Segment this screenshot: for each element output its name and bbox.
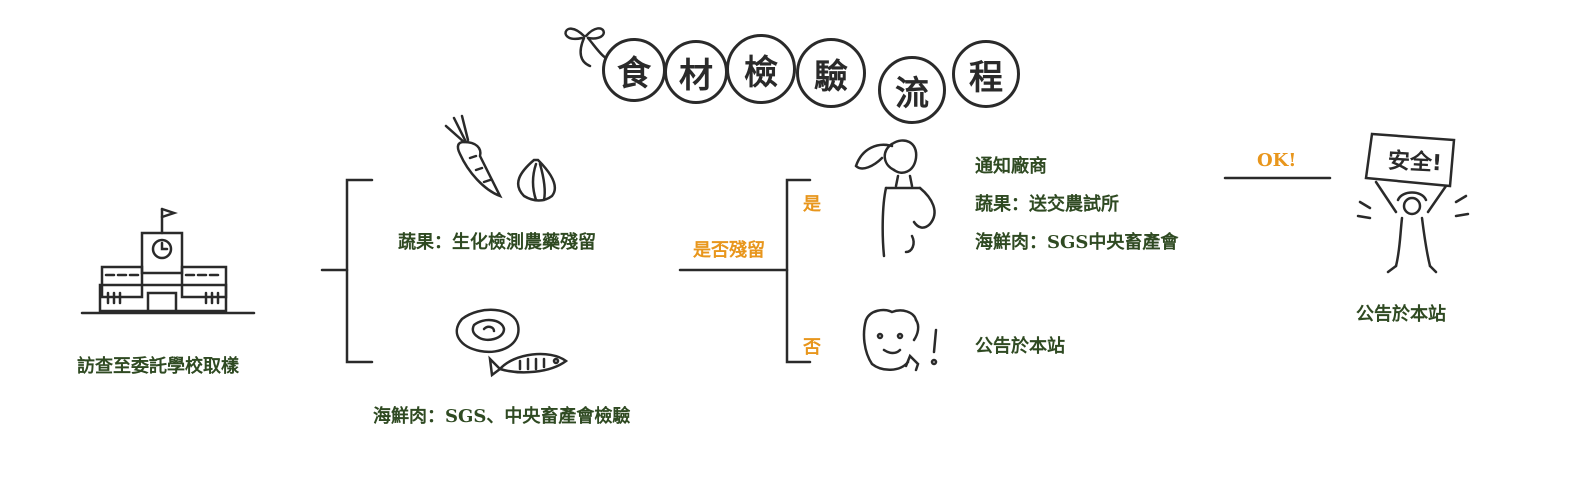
page-title: 食 材 檢 驗 流 程 bbox=[556, 10, 1036, 124]
start-label: 訪查至委託學校取樣 bbox=[77, 356, 239, 377]
title-char-4: 驗 bbox=[796, 38, 866, 108]
final-label: 公告於本站 bbox=[1356, 304, 1446, 325]
title-char-3: 檢 bbox=[726, 34, 796, 104]
safe-sign-text: 安全! bbox=[1387, 148, 1443, 177]
person-holding-safe-sign-icon: 安全! bbox=[1352, 126, 1472, 276]
thinking-person-icon bbox=[854, 139, 936, 258]
announce-no-label: 公告於本站 bbox=[975, 336, 1065, 357]
decision-label: 是否殘留 bbox=[693, 240, 765, 261]
veg-label: 蔬果：生化檢測農藥殘留 bbox=[398, 232, 596, 253]
notify-line-2: 蔬果：送交農試所 bbox=[975, 194, 1119, 215]
title-char-5: 流 bbox=[878, 56, 946, 124]
title-char-6: 程 bbox=[952, 40, 1020, 108]
notify-line-3: 海鮮肉：SGS中央畜產會 bbox=[975, 232, 1179, 253]
sample-bracket bbox=[345, 178, 374, 364]
school-building-icon bbox=[80, 207, 256, 315]
meat-fish-icon bbox=[455, 308, 569, 378]
title-char-2: 材 bbox=[664, 40, 728, 104]
seafood-label: 海鮮肉：SGS、中央畜產會檢驗 bbox=[373, 406, 631, 427]
ok-label: OK! bbox=[1257, 150, 1297, 171]
surprised-face-icon bbox=[862, 308, 938, 372]
no-label: 否 bbox=[803, 337, 821, 358]
decision-bracket bbox=[785, 178, 812, 364]
notify-line-1: 通知廠商 bbox=[975, 156, 1047, 177]
title-char-1: 食 bbox=[602, 38, 666, 102]
yes-label: 是 bbox=[803, 194, 821, 215]
carrot-garlic-icon bbox=[444, 114, 557, 202]
